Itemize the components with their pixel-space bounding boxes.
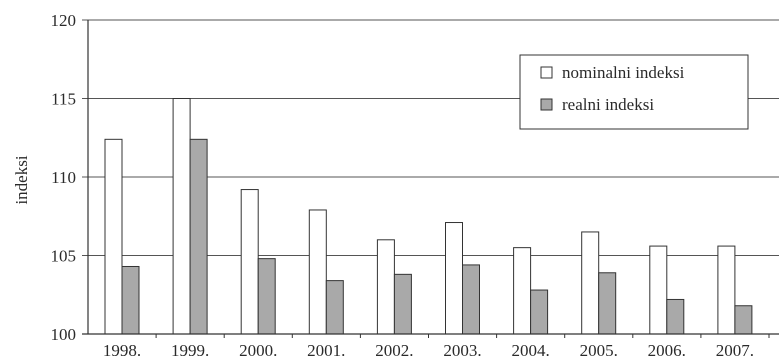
nominal-bar-2003 [445,222,463,335]
x-tick-label: 2001. [307,341,345,360]
y-tick-label: 110 [51,168,76,187]
nominal-bar-2004 [513,247,532,335]
nominal-bar-2001 [308,209,327,335]
legend: nominalni indeksi realni indeksi [519,54,749,130]
legend-items: nominalni indeksi realni indeksi [540,63,685,114]
real-bar-2001 [325,280,344,335]
x-tick-label: 2006. [648,341,686,360]
nominal-bar-2000 [240,189,259,335]
x-tick-label: 1998. [103,341,141,360]
x-tick-label: 2007. [716,341,754,360]
y-tick-label: 120 [51,11,77,30]
real-bar-2005 [598,272,617,335]
legend-box [519,54,749,130]
real-bar-1999 [189,138,208,335]
x-tick-label: 2003. [443,341,481,360]
legend-swatch-0 [540,66,553,79]
x-tick-labels: 1998. 1999. 2000. 2001. 2002. 2003. 2004. 2005.… [103,334,770,360]
real-bar-2006 [666,298,685,335]
y-tick-label: 105 [51,247,77,266]
y-tick-label: 115 [51,90,76,109]
x-tick-label: 2002. [375,341,413,360]
x-tick-label: 2000. [239,341,277,360]
x-tick-label: 2004. [511,341,549,360]
legend-swatch-1 [540,98,553,111]
nominal-bar-2002 [376,239,395,335]
nominal-bar-2007 [717,245,736,335]
legend-label-0: nominalni indeksi [562,63,685,82]
real-bar-2007 [734,305,753,335]
real-bar-2002 [393,273,412,335]
y-axis-title: indeksi [12,155,31,204]
bars [104,98,753,335]
nominal-bar-2005 [581,231,600,335]
y-tick-labels: 100 105 110 115 120 [51,11,77,344]
nominal-bar-2006 [649,245,668,335]
real-bar-2004 [530,289,549,335]
x-tick-label: 2005. [580,341,618,360]
y-tick-label: 100 [51,325,77,344]
real-bar-2003 [462,264,480,335]
x-tick-label: 1999. [171,341,209,360]
real-bar-1998 [121,265,140,335]
nominal-bar-1998 [104,138,123,335]
nominal-bar-1999 [172,98,191,335]
real-bar-2000 [257,258,276,335]
axes [82,20,779,335]
legend-label-1: realni indeksi [562,95,654,114]
